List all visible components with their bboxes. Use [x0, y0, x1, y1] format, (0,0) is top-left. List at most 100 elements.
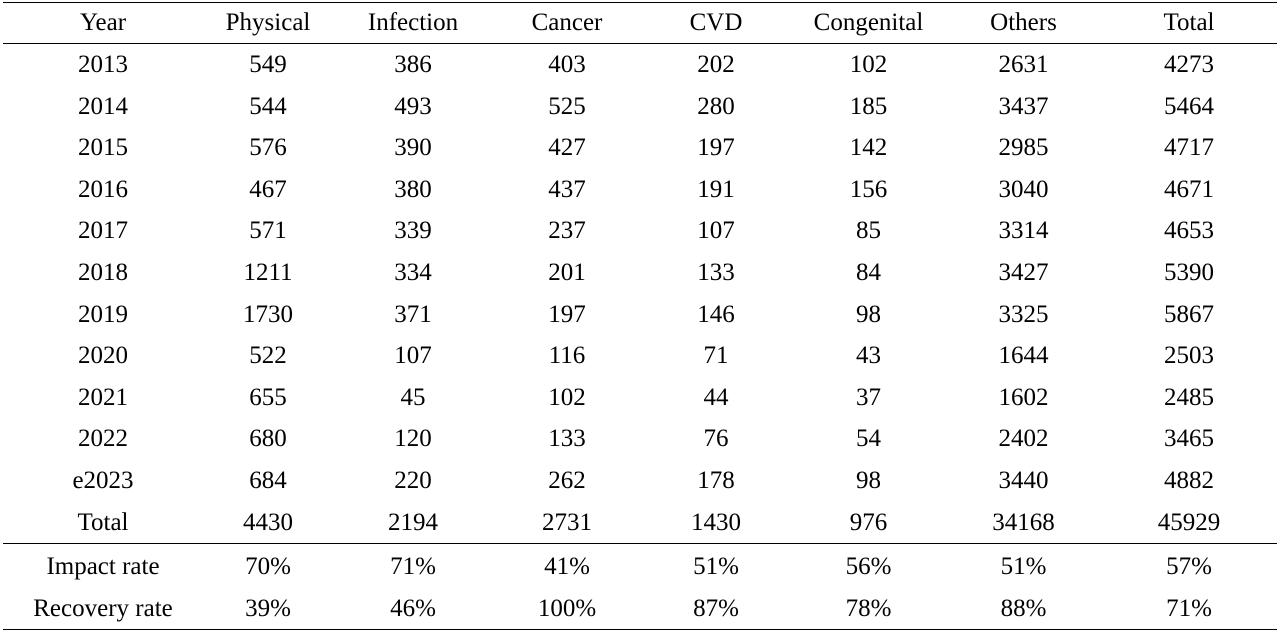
table-cell-others: 3427: [998, 258, 1049, 286]
row-label: 2017: [78, 217, 128, 245]
table-cell-total: 2485: [1164, 383, 1214, 411]
row-label: Total: [77, 508, 129, 536]
table-cell-cvd: 280: [697, 92, 735, 120]
table-cell-physical: 1730: [243, 300, 293, 328]
rate-cell-cancer: 100%: [537, 594, 597, 622]
table-cell-others: 3437: [998, 92, 1049, 120]
data-table: Year Physical Infection Cancer CVD Congenital…: [3, 2, 1277, 630]
table-cell-total: 5867: [1164, 300, 1214, 328]
table-cell-others: 2631: [998, 51, 1049, 78]
table-cell-total: 5390: [1164, 258, 1214, 286]
table-cell-total: 4882: [1164, 466, 1214, 494]
table-cell-cancer: 237: [548, 217, 586, 245]
column-header-infection: Infection: [367, 9, 459, 36]
rate-row: Impact rate 70% 71% 41% 51% 56% 51% 57%: [3, 543, 1277, 588]
rate-row-label: Impact rate: [46, 553, 160, 581]
table-cell-congenital: 54: [856, 425, 881, 453]
table-cell-congenital: 84: [856, 258, 881, 286]
rate-cell-others: 51%: [1000, 553, 1047, 581]
rate-cell-cvd: 51%: [693, 553, 739, 581]
table-cell-congenital: 37: [856, 383, 881, 411]
table-cell-cvd: 1430: [691, 508, 741, 536]
table-cell-others: 2985: [998, 134, 1049, 162]
table-cell-cvd: 107: [697, 217, 735, 245]
table-cell-cvd: 197: [697, 134, 735, 162]
table-cell-cvd: 178: [697, 466, 735, 494]
table-cell-congenital: 142: [849, 134, 888, 162]
table-cell-physical: 549: [249, 51, 287, 78]
table-cell-congenital: 98: [856, 300, 881, 328]
table-cell-cvd: 191: [697, 175, 735, 203]
table-cell-cancer: 403: [548, 51, 586, 78]
table-cell-congenital: 102: [849, 51, 888, 78]
table-row: e2023 684 220 262 178 98 3440 4882: [3, 460, 1277, 502]
table-row: Total 4430 2194 2731 1430 976 34168 45929: [3, 502, 1277, 544]
column-header-physical: Physical: [225, 9, 311, 36]
table-cell-infection: 371: [394, 300, 432, 328]
table-cell-cvd: 71: [703, 342, 729, 370]
table-cell-others: 3325: [998, 300, 1049, 328]
table-cell-others: 34168: [992, 508, 1055, 536]
table-cell-congenital: 85: [856, 217, 881, 245]
table-row: 2020 522 107 116 71 43 1644 2503: [3, 335, 1277, 377]
row-label: 2021: [78, 383, 128, 411]
row-label: 2014: [78, 92, 128, 120]
table-cell-total: 4671: [1164, 175, 1214, 203]
column-header-others: Others: [990, 9, 1057, 36]
column-header-cancer: Cancer: [531, 9, 603, 36]
table-row: 2018 1211 334 201 133 84 3427 5390: [3, 252, 1277, 294]
table-cell-infection: 107: [394, 342, 432, 370]
table-cell-cancer: 133: [548, 425, 586, 453]
rate-cell-infection: 71%: [390, 553, 436, 581]
table-cell-physical: 655: [249, 383, 287, 411]
table-cell-cancer: 262: [548, 466, 586, 494]
table-cell-infection: 380: [394, 175, 432, 203]
row-label: e2023: [72, 466, 134, 494]
table-row: 2013 549 386 403 202 102 2631 4273: [3, 44, 1277, 86]
table-cell-physical: 522: [249, 342, 287, 370]
rates-section: Impact rate 70% 71% 41% 51% 56% 51% 57% Recovery…: [3, 543, 1277, 630]
table-cell-infection: 386: [394, 51, 432, 78]
table-cell-total: 3465: [1164, 425, 1214, 453]
column-header-congenital: Congenital: [813, 9, 924, 36]
table-cell-cancer: 2731: [542, 508, 592, 536]
table-cell-physical: 576: [249, 134, 287, 162]
row-label: 2022: [78, 425, 128, 453]
row-label: 2015: [78, 134, 128, 162]
table-row: 2015 576 390 427 197 142 2985 4717: [3, 127, 1277, 169]
table-cell-others: 3314: [998, 217, 1049, 245]
rate-cell-total: 71%: [1166, 594, 1212, 622]
table-cell-cvd: 76: [703, 425, 729, 453]
table-cell-congenital: 98: [856, 466, 881, 494]
table-header: Year Physical Infection Cancer CVD Congenital…: [3, 2, 1277, 44]
rate-cell-physical: 39%: [245, 594, 291, 622]
column-header-cvd: CVD: [689, 9, 743, 36]
table-cell-congenital: 976: [849, 508, 888, 536]
table-row: 2014 544 493 525 280 185 3437 5464: [3, 86, 1277, 128]
column-header-total: Total: [1163, 9, 1215, 36]
rate-cell-cancer: 41%: [544, 553, 590, 581]
table-cell-infection: 334: [394, 258, 432, 286]
table-cell-total: 4717: [1164, 134, 1214, 162]
table-cell-total: 5464: [1164, 92, 1214, 120]
table-cell-cancer: 102: [548, 383, 586, 411]
table-cell-others: 3440: [998, 466, 1049, 494]
table-cell-cancer: 116: [548, 342, 586, 370]
table-cell-cancer: 427: [548, 134, 586, 162]
table-cell-physical: 4430: [243, 508, 293, 536]
table-cell-total: 45929: [1157, 508, 1221, 536]
table-cell-congenital: 156: [849, 175, 888, 203]
table-cell-total: 4273: [1164, 51, 1214, 78]
table-cell-cancer: 201: [548, 258, 586, 286]
row-label: 2020: [78, 342, 128, 370]
table-cell-cancer: 437: [548, 175, 586, 203]
rate-row-label: Recovery rate: [33, 594, 173, 622]
table-cell-physical: 684: [249, 466, 287, 494]
table-cell-infection: 493: [394, 92, 432, 120]
row-label: 2019: [78, 300, 128, 328]
table-cell-infection: 390: [394, 134, 432, 162]
table-body: 2013 549 386 403 202 102 2631 4273 2014 544 493 525…: [3, 44, 1277, 544]
table-cell-cvd: 133: [697, 258, 735, 286]
table-cell-cvd: 202: [697, 51, 735, 78]
table-cell-cancer: 197: [548, 300, 586, 328]
